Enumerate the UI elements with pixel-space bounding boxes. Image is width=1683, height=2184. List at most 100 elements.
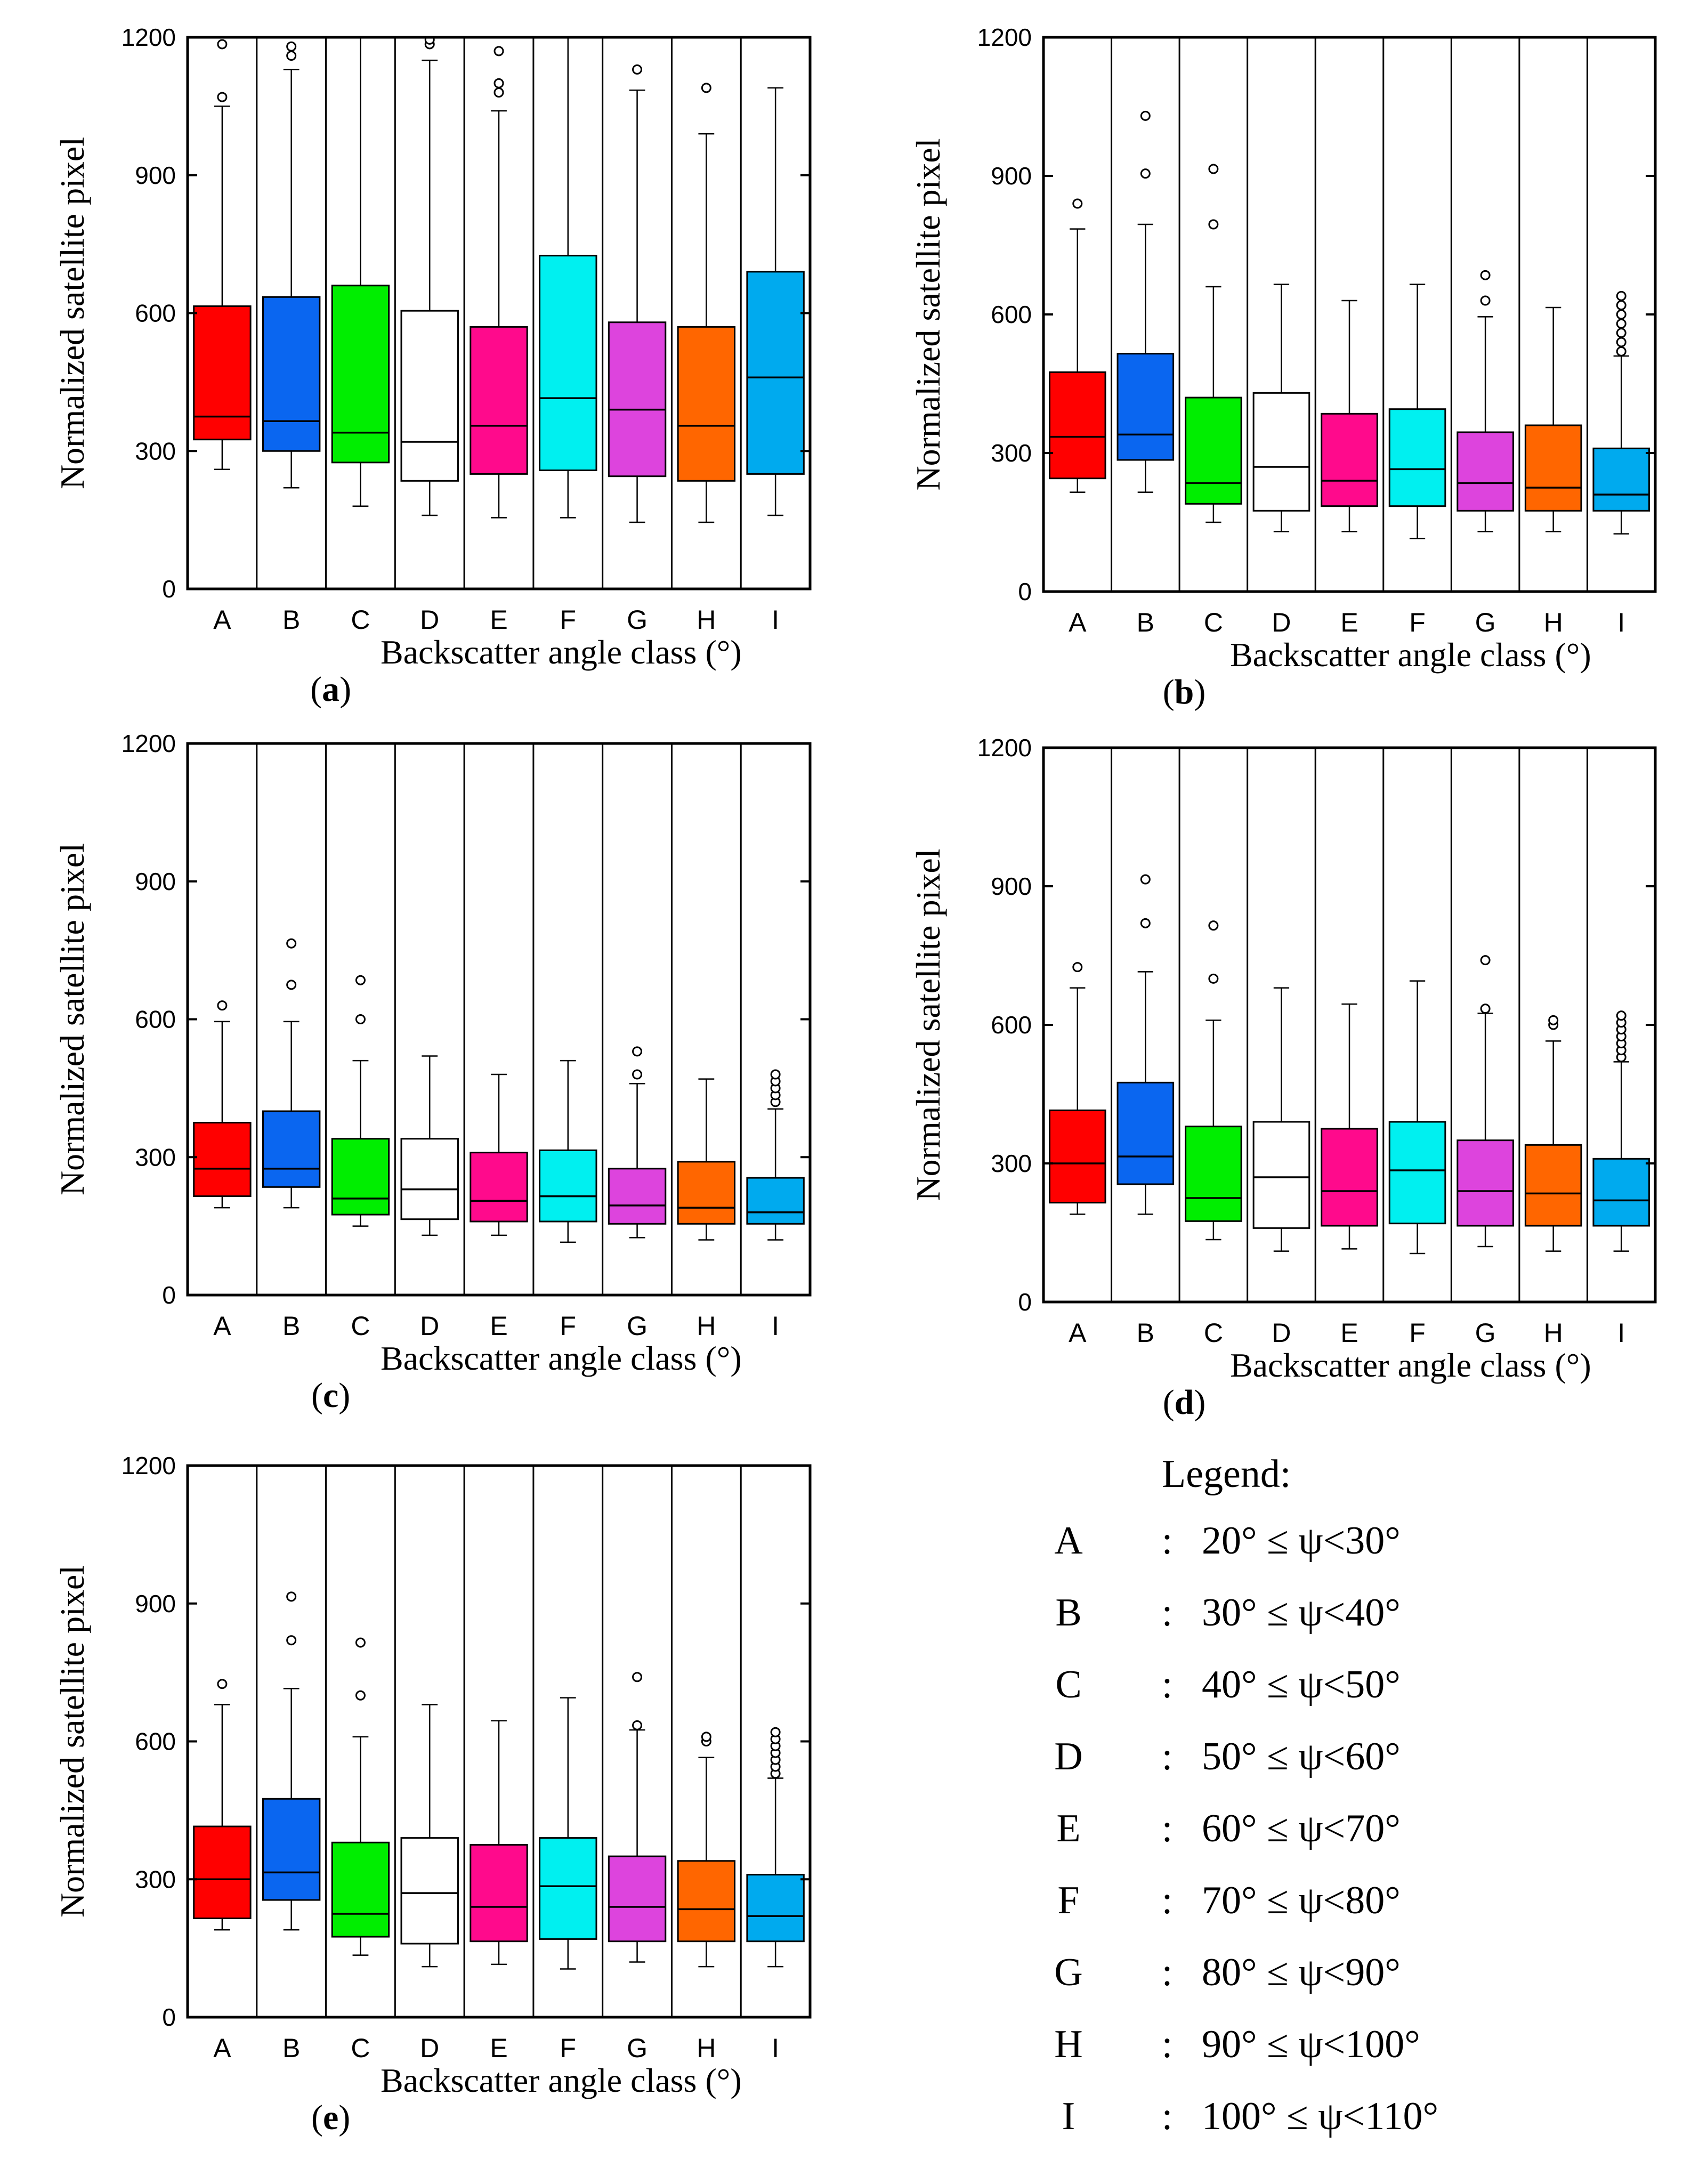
y-tick-label: 0 (162, 575, 176, 603)
legend-separator: : (1162, 2023, 1173, 2066)
y-tick-label: 0 (162, 2003, 176, 2031)
x-tick-label: A (213, 1311, 231, 1341)
x-tick-label: H (1544, 1318, 1563, 1348)
x-tick-label: G (1475, 608, 1496, 637)
x-tick-label: D (420, 605, 439, 635)
y-tick-label: 300 (135, 1865, 176, 1893)
iqr-box (1524, 1144, 1582, 1227)
iqr-box (470, 1844, 528, 1943)
iqr-box (677, 1860, 736, 1943)
legend-label: G (1054, 1951, 1082, 1994)
iqr-box (677, 326, 736, 482)
iqr-box (400, 1837, 459, 1945)
x-tick-label: I (772, 605, 779, 635)
legend-range: 80° ≤ ψ<90° (1202, 1951, 1401, 1994)
iqr-box (262, 1110, 321, 1188)
x-tick-label: E (1340, 1318, 1358, 1348)
outlier-point (286, 1635, 297, 1646)
panel-e: 0 300 600 900 1200 A B C D E F G H I Backscatter angle… (53, 1452, 812, 2137)
x-tick-label: C (351, 1311, 370, 1341)
x-tick-label: F (560, 1311, 577, 1341)
box-E (1321, 1003, 1378, 1250)
x-tick-label: D (420, 1311, 439, 1341)
iqr-box (1457, 431, 1514, 512)
panel-label: (b) (1163, 673, 1206, 711)
box-G (608, 1046, 667, 1239)
x-tick-label: I (772, 1311, 779, 1341)
y-tick-label: 1200 (122, 23, 176, 51)
box-F (539, 1697, 597, 1970)
plot-area (1048, 874, 1650, 1255)
x-tick-label: D (1272, 1318, 1291, 1348)
legend-title: Legend: (1162, 1452, 1291, 1496)
outlier-point (701, 1732, 711, 1742)
box-H (1524, 1015, 1582, 1252)
x-tick-label: B (1137, 1318, 1154, 1348)
box-F (1388, 284, 1446, 539)
x-tick-label: C (351, 2033, 370, 2063)
iqr-box (331, 1841, 390, 1938)
iqr-box (193, 1122, 252, 1198)
box-C (331, 1637, 390, 1956)
outlier-point (1072, 962, 1083, 973)
x-tick-label: C (351, 605, 370, 635)
y-tick-label: 300 (991, 1150, 1032, 1177)
iqr-box (1457, 1139, 1514, 1227)
x-tick-label: G (627, 1311, 648, 1341)
x-tick-label: D (1272, 608, 1291, 637)
box-G (1457, 270, 1514, 532)
box-E (470, 1073, 528, 1236)
outlier-point (1616, 318, 1627, 329)
x-tick-label: I (1617, 1318, 1625, 1348)
legend-range: 20° ≤ ψ<30° (1202, 1519, 1401, 1563)
x-tick-label: B (282, 2033, 300, 2063)
iqr-box (539, 1149, 597, 1223)
x-tick-label: E (490, 2033, 507, 2063)
iqr-box (539, 1837, 597, 1940)
outlier-point (632, 1672, 643, 1683)
outlier-point (1140, 110, 1151, 121)
y-axis-title: Normalized satellite pixel (53, 137, 91, 489)
iqr-box (470, 326, 528, 475)
x-tick-label: A (1069, 608, 1087, 637)
outlier-point (632, 1046, 643, 1057)
outlier-point (493, 46, 504, 56)
x-tick-label: D (420, 2033, 439, 2063)
outlier-point (217, 39, 228, 50)
outlier-point (286, 980, 297, 990)
iqr-box (608, 321, 667, 478)
outlier-point (1616, 309, 1627, 320)
box-D (1252, 284, 1310, 532)
box-I (746, 1069, 805, 1241)
iqr-box (608, 1855, 667, 1943)
box-G (1457, 955, 1514, 1248)
legend-item-G: G:80° ≤ ψ<90° (1054, 1951, 1401, 1994)
x-tick-label: H (1544, 608, 1563, 637)
iqr-box (1321, 412, 1378, 507)
outlier-point (1208, 920, 1219, 931)
plot-area (193, 37, 805, 523)
outlier-point (1616, 346, 1627, 357)
legend-item-D: D:50° ≤ ψ<60° (1054, 1735, 1401, 1778)
outlier-point (1208, 219, 1219, 230)
box-I (1592, 1010, 1650, 1252)
x-tick-label: F (1409, 1318, 1426, 1348)
y-tick-label: 900 (991, 872, 1032, 900)
y-tick-label: 600 (135, 300, 176, 327)
x-tick-label: H (697, 605, 716, 635)
panel-label: (e) (311, 2098, 350, 2137)
legend: Legend:A:20° ≤ ψ<30°B:30° ≤ ψ<40°C:40° ≤… (1054, 1452, 1438, 2138)
x-tick-label: I (1617, 608, 1625, 637)
legend-item-C: C:40° ≤ ψ<50° (1055, 1663, 1401, 1706)
x-tick-label: B (1137, 608, 1154, 637)
outlier-point (1208, 164, 1219, 174)
legend-range: 90° ≤ ψ<100° (1202, 2023, 1420, 2066)
outlier-point (355, 1014, 366, 1024)
legend-item-I: I:100° ≤ ψ<110° (1062, 2094, 1438, 2138)
iqr-box (400, 1138, 459, 1220)
outlier-point (1480, 270, 1491, 280)
legend-separator: : (1162, 1591, 1173, 1635)
legend-item-B: B:30° ≤ ψ<40° (1055, 1591, 1401, 1635)
x-axis-title: Backscatter angle class (°) (381, 2061, 742, 2099)
